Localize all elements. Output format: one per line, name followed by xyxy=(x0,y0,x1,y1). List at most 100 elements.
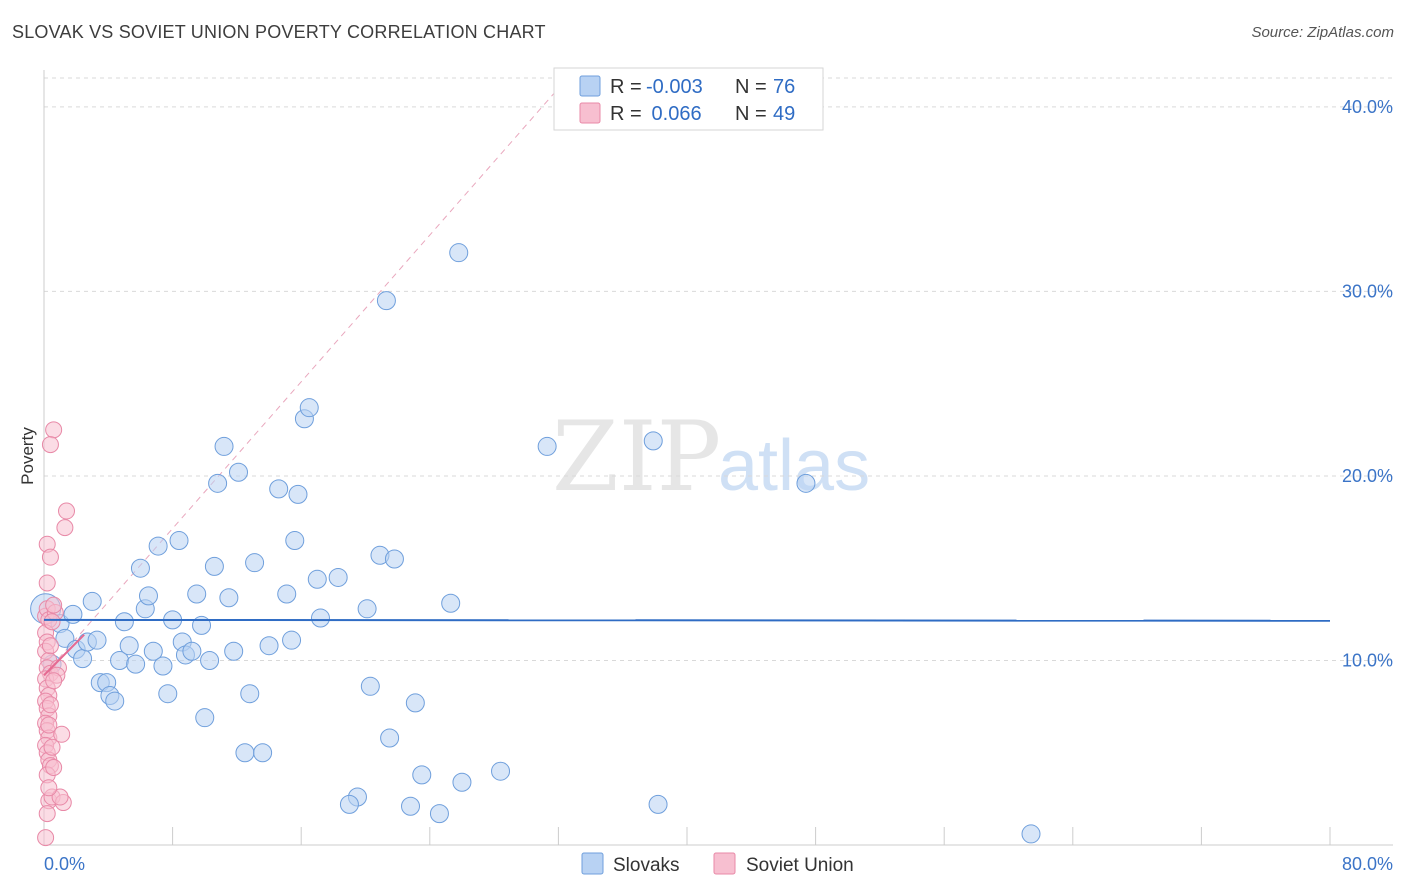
slovak-point xyxy=(219,588,239,608)
slovak-point xyxy=(87,630,107,650)
soviet-trend-line xyxy=(43,633,85,676)
soviet-point xyxy=(58,502,76,520)
y-tick-label-30: 30.0% xyxy=(1342,281,1393,301)
soviet-point xyxy=(53,725,71,743)
slovak-point xyxy=(200,650,220,670)
slovak-point xyxy=(253,743,273,763)
legend-swatch-soviet xyxy=(579,102,601,124)
slovak-point xyxy=(63,604,83,624)
legend-n-label-soviet: N = xyxy=(735,103,767,125)
slovak-point xyxy=(429,804,449,824)
x-tick-label-max: 80.0% xyxy=(1342,854,1393,874)
y-axis-title: Poverty xyxy=(18,427,37,485)
slovak-point xyxy=(204,556,224,576)
slovak-point xyxy=(288,484,308,504)
soviet-point xyxy=(45,672,63,690)
legend-r-label-slovak: R = xyxy=(610,76,642,98)
soviet-point xyxy=(43,738,61,756)
slovak-point xyxy=(380,728,400,748)
soviet-point xyxy=(45,759,63,776)
slovak-point xyxy=(114,612,134,632)
soviet-point xyxy=(45,596,63,614)
slovak-point xyxy=(153,656,173,676)
soviet-point xyxy=(51,788,69,806)
soviet-point xyxy=(40,716,58,734)
slovak-point xyxy=(269,479,289,499)
slovak-point xyxy=(299,398,319,418)
slovak-point xyxy=(1021,824,1041,844)
slovak-point xyxy=(285,531,305,551)
legend-r-value-slovak: -0.003 xyxy=(646,76,703,98)
soviet-point xyxy=(41,436,59,454)
slovak-point xyxy=(105,691,125,711)
slovak-point xyxy=(310,608,330,628)
trend-lines xyxy=(43,618,1331,676)
slovak-point xyxy=(452,772,472,792)
slovak-point xyxy=(537,436,557,456)
slovak-point xyxy=(328,567,348,587)
soviet-point xyxy=(56,519,74,537)
slovak-point xyxy=(796,473,816,493)
soviet-point xyxy=(38,574,56,592)
x-tick-label-min: 0.0% xyxy=(44,854,85,874)
slovak-point xyxy=(119,636,139,656)
slovak-point xyxy=(412,765,432,785)
slovak-point xyxy=(441,593,461,613)
slovak-point xyxy=(384,549,404,569)
bottom-legend-label-slovaks: Slovaks xyxy=(613,855,680,876)
slovak-trend-line xyxy=(43,618,1331,622)
soviet-point xyxy=(37,829,55,847)
bottom-legend-swatch-soviet xyxy=(713,852,736,875)
soviet-point xyxy=(45,421,63,439)
soviet-point xyxy=(43,613,61,631)
watermark-zip: ZIP xyxy=(552,401,721,513)
slovak-point xyxy=(405,693,425,713)
soviet-point xyxy=(38,805,56,823)
source-credit: Source: ZipAtlas.com xyxy=(1251,24,1394,41)
y-tick-labels: 10.0% 20.0% 30.0% 40.0% xyxy=(1342,97,1393,671)
slovak-point xyxy=(648,794,668,814)
soviet-point xyxy=(41,548,59,566)
slovak-point xyxy=(158,684,178,704)
legend-n-label-slovak: N = xyxy=(735,76,767,98)
slovak-point xyxy=(401,796,421,816)
slovak-point xyxy=(235,743,255,763)
slovak-point xyxy=(182,641,202,661)
slovak-point xyxy=(126,654,146,674)
y-tick-label-10: 10.0% xyxy=(1342,650,1393,670)
slovak-point xyxy=(245,553,265,573)
soviet-point xyxy=(41,637,59,655)
slovak-point xyxy=(357,599,377,619)
slovak-points xyxy=(30,243,1041,844)
slovak-point xyxy=(376,291,396,311)
slovak-point xyxy=(491,761,511,781)
slovak-point xyxy=(449,243,469,263)
legend-r-value-soviet: 0.066 xyxy=(646,103,702,125)
legend-n-value-soviet: 49 xyxy=(773,103,795,125)
slovak-point xyxy=(224,641,244,661)
slovak-point xyxy=(195,708,215,728)
slovak-point xyxy=(82,591,102,611)
legend-swatch-slovak xyxy=(579,75,601,97)
y-tick-label-20: 20.0% xyxy=(1342,466,1393,486)
soviet-point xyxy=(41,696,59,714)
bottom-legend-label-soviet: Soviet Union xyxy=(746,855,854,876)
gridlines xyxy=(44,77,1393,661)
soviet-point xyxy=(40,779,58,797)
bottom-legend-swatch-slovaks xyxy=(581,852,604,875)
slovak-point xyxy=(307,569,327,589)
reference-line xyxy=(43,69,575,676)
slovak-point xyxy=(73,649,93,669)
slovak-point xyxy=(277,584,297,604)
soviet-points xyxy=(37,421,76,847)
slovak-point xyxy=(138,586,158,606)
bottom-legend: Slovaks Soviet Union xyxy=(581,852,854,876)
diagonal-reference xyxy=(43,69,575,676)
slovak-point xyxy=(130,558,150,578)
chart-title: SLOVAK VS SOVIET UNION POVERTY CORRELATI… xyxy=(12,22,546,42)
legend: R = -0.003 N = 76 R = 0.066 N = 49 xyxy=(553,67,824,131)
slovak-point xyxy=(208,473,228,493)
watermark-atlas: atlas xyxy=(718,426,870,506)
axes xyxy=(43,70,1393,846)
